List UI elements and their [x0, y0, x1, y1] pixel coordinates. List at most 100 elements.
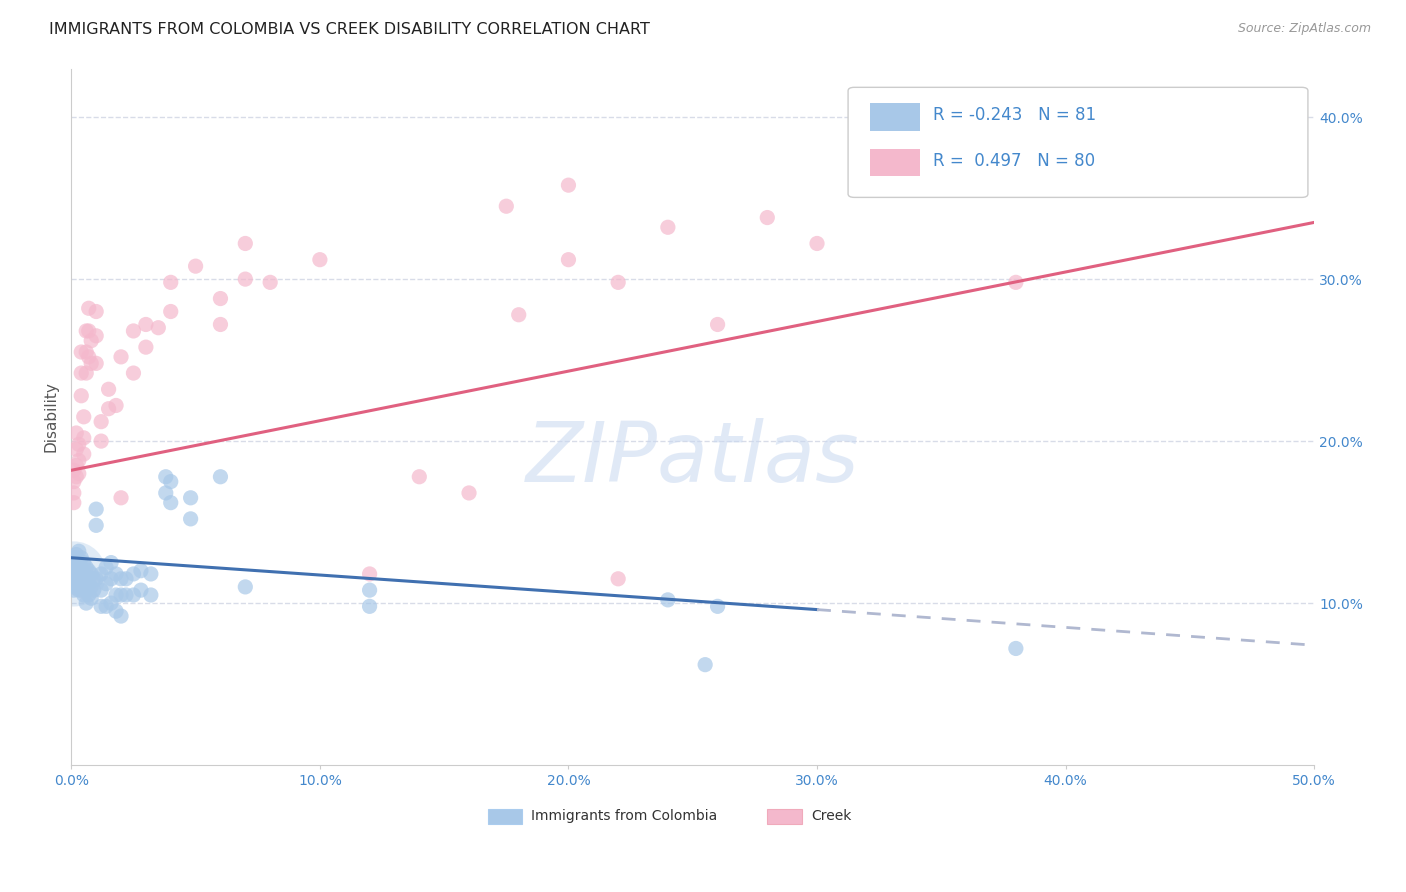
- Point: [62, 566, 84, 581]
- Point: [557, 252, 579, 267]
- Point: [65, 550, 87, 565]
- Point: [90, 415, 112, 429]
- Point: [84, 572, 107, 586]
- Point: [309, 252, 332, 267]
- Point: [62, 580, 84, 594]
- Point: [77, 564, 100, 578]
- Point: [100, 556, 122, 570]
- Point: [233, 236, 256, 251]
- Point: [115, 588, 138, 602]
- Point: [122, 366, 145, 380]
- Point: [65, 469, 87, 483]
- Point: [83, 572, 105, 586]
- Point: [115, 572, 138, 586]
- Bar: [870, 149, 920, 177]
- Point: [70, 550, 93, 565]
- Point: [67, 453, 90, 467]
- Point: [508, 308, 530, 322]
- Text: Creek: Creek: [811, 809, 851, 823]
- Point: [67, 437, 90, 451]
- Point: [67, 467, 90, 481]
- Point: [94, 576, 117, 591]
- Point: [180, 491, 202, 505]
- Point: [122, 324, 145, 338]
- Point: [62, 572, 84, 586]
- Text: Source: ZipAtlas.com: Source: ZipAtlas.com: [1237, 22, 1371, 36]
- Point: [105, 604, 128, 618]
- Y-axis label: Disability: Disability: [44, 382, 58, 452]
- Point: [110, 491, 132, 505]
- Point: [83, 583, 105, 598]
- Point: [73, 447, 96, 461]
- Point: [75, 572, 97, 586]
- Point: [65, 566, 87, 581]
- Point: [122, 588, 145, 602]
- Point: [62, 463, 84, 477]
- Point: [73, 431, 96, 445]
- Point: [209, 318, 232, 332]
- Point: [184, 259, 207, 273]
- Point: [75, 324, 97, 338]
- Point: [73, 566, 96, 581]
- Point: [100, 572, 122, 586]
- Point: [806, 236, 828, 251]
- Point: [110, 350, 132, 364]
- Point: [65, 560, 87, 574]
- Point: [495, 199, 517, 213]
- Point: [706, 318, 728, 332]
- Point: [80, 356, 103, 370]
- Point: [75, 366, 97, 380]
- Point: [84, 304, 107, 318]
- Point: [70, 389, 93, 403]
- Point: [67, 556, 90, 570]
- Point: [139, 566, 162, 581]
- Point: [159, 304, 181, 318]
- Point: [62, 570, 84, 584]
- Point: [1005, 641, 1028, 656]
- Point: [62, 486, 84, 500]
- Point: [90, 599, 112, 614]
- Point: [408, 469, 430, 483]
- Point: [65, 564, 87, 578]
- Point: [65, 425, 87, 440]
- Point: [110, 588, 132, 602]
- Point: [73, 588, 96, 602]
- FancyBboxPatch shape: [848, 87, 1308, 197]
- Point: [70, 583, 93, 598]
- Point: [129, 583, 152, 598]
- Point: [62, 475, 84, 489]
- Point: [135, 318, 157, 332]
- Point: [62, 574, 84, 588]
- Point: [458, 486, 481, 500]
- Point: [100, 596, 122, 610]
- Point: [756, 211, 779, 225]
- Point: [105, 399, 128, 413]
- Point: [70, 366, 93, 380]
- Point: [65, 574, 87, 588]
- Point: [62, 583, 84, 598]
- Point: [62, 550, 84, 565]
- Point: [90, 566, 112, 581]
- Point: [695, 657, 717, 672]
- Point: [706, 599, 728, 614]
- Point: [159, 496, 181, 510]
- Point: [97, 401, 120, 416]
- Point: [75, 560, 97, 574]
- Point: [155, 469, 177, 483]
- Point: [359, 599, 381, 614]
- Point: [77, 576, 100, 591]
- Point: [607, 276, 630, 290]
- Point: [209, 292, 232, 306]
- Point: [67, 566, 90, 581]
- Point: [70, 560, 93, 574]
- Point: [75, 583, 97, 598]
- Point: [259, 276, 281, 290]
- Point: [70, 566, 93, 581]
- Point: [62, 560, 84, 574]
- Point: [65, 548, 87, 562]
- Point: [75, 345, 97, 359]
- Point: [77, 350, 100, 364]
- Point: [75, 596, 97, 610]
- Text: R =  0.497   N = 80: R = 0.497 N = 80: [932, 153, 1095, 170]
- Point: [557, 178, 579, 193]
